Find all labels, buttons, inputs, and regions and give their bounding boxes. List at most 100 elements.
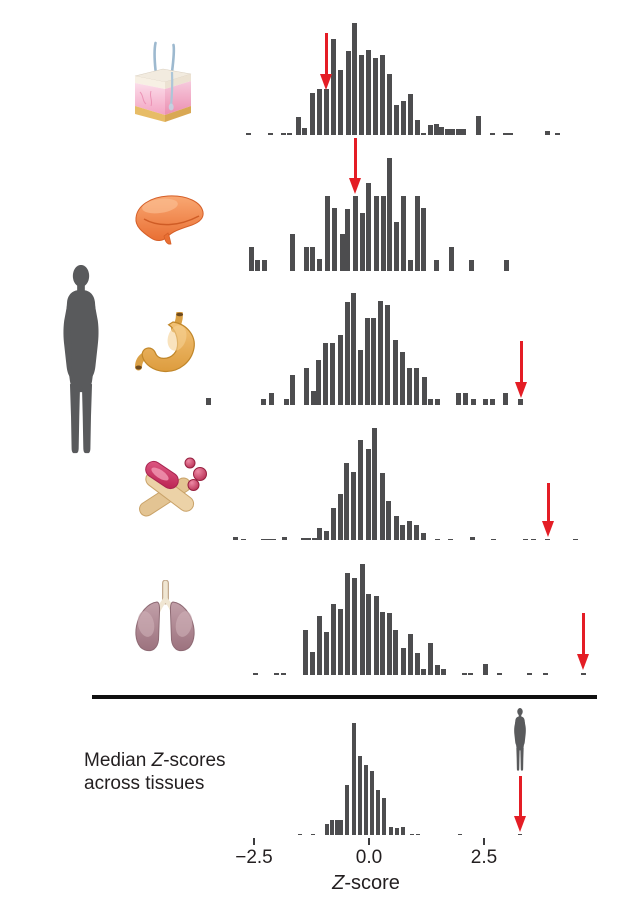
histogram-bar (358, 55, 364, 135)
histogram-bar (305, 538, 311, 540)
histogram-bar (273, 673, 279, 675)
histogram-bar (434, 399, 440, 405)
histogram-bar (357, 440, 363, 540)
histogram-bar (468, 260, 474, 271)
histogram-bar (526, 673, 532, 675)
histogram-bar (489, 133, 495, 135)
histogram-bar (252, 673, 258, 675)
histogram-bar (316, 528, 322, 540)
axis-tick-label: 2.5 (470, 847, 498, 868)
histogram-bar (344, 209, 350, 271)
histogram-bar (345, 51, 351, 135)
histogram-bar (372, 58, 378, 135)
histogram-bar (330, 820, 334, 835)
arrow-shaft (581, 613, 585, 658)
histogram-bar (316, 616, 322, 675)
histogram-bar (449, 129, 455, 135)
histogram-bar (357, 350, 363, 405)
median-label-line2: across tissues (84, 773, 205, 794)
histogram-bar (379, 473, 385, 540)
histogram-bar (316, 89, 322, 135)
arrow-head (319, 74, 332, 90)
histogram-bar (329, 343, 335, 405)
histogram-bar (350, 472, 356, 540)
histogram-bar (365, 183, 371, 271)
histogram-bar (406, 368, 412, 405)
histogram-bar (352, 196, 358, 271)
histogram-bar (260, 539, 266, 540)
histogram-bar (323, 531, 329, 540)
histogram-bar (245, 133, 251, 135)
histogram-bar (420, 533, 426, 540)
histogram-bar (393, 516, 399, 540)
histogram-bar (280, 133, 286, 135)
histogram-bar (400, 196, 406, 271)
histogram-bar (330, 604, 336, 675)
histogram-bar (365, 449, 371, 540)
histogram-bar (469, 537, 475, 540)
histogram-bar (280, 673, 286, 675)
histogram-bar (330, 508, 336, 540)
histogram-bar (517, 399, 523, 405)
histogram-bar (370, 318, 376, 405)
histogram-bar (289, 234, 295, 271)
histogram-bar (323, 89, 329, 135)
histogram-bar (260, 399, 266, 405)
histogram-bar (438, 127, 444, 135)
histogram-bar (350, 293, 356, 405)
histogram-bar (337, 70, 343, 135)
histogram-bar (470, 399, 476, 405)
axis-tick-label: −2.5 (235, 847, 273, 868)
median_across_tissues-marker-arrow (513, 776, 527, 832)
histogram-bar (410, 834, 414, 835)
histogram-bar (232, 537, 238, 540)
histogram-bar (554, 133, 560, 135)
histogram-bar (298, 834, 302, 835)
liver-marker-arrow (348, 138, 362, 194)
histogram-bar (364, 765, 368, 835)
histogram-bar (359, 213, 365, 271)
histogram-bar (401, 827, 405, 835)
histogram-bar (365, 594, 371, 675)
histogram-bar (344, 573, 350, 675)
histogram-bar (461, 673, 467, 675)
histogram-bar (413, 525, 419, 540)
histogram-bar (414, 653, 420, 675)
histogram-bar (386, 613, 392, 675)
histogram-bar (295, 117, 301, 135)
histogram-bar (265, 539, 271, 540)
histogram-bar (337, 335, 343, 405)
histogram-bar (205, 398, 211, 405)
histogram-bar (475, 116, 481, 135)
histogram-bar (434, 539, 440, 540)
histogram-bar (448, 247, 454, 271)
axis-tick (483, 838, 485, 845)
histogram-bar (309, 247, 315, 271)
histogram-bar (502, 393, 508, 405)
histogram-bar (325, 824, 329, 835)
histogram-bar (286, 133, 292, 135)
histogram-bar (281, 537, 287, 540)
histogram-bar (385, 501, 391, 540)
arrow-shaft (518, 776, 522, 820)
histogram-bar (406, 521, 412, 540)
skin-icon (134, 41, 192, 122)
histogram-bar (462, 393, 468, 405)
histogram-bar (580, 673, 586, 675)
histogram-bar (467, 673, 473, 675)
histogram-bar (364, 318, 370, 405)
liver-icon (135, 195, 204, 245)
histogram-bar (261, 260, 267, 271)
histogram-bar (399, 525, 405, 540)
histogram-bar (309, 652, 315, 675)
histogram-bar (337, 494, 343, 540)
histogram-bar (542, 673, 548, 675)
histogram-bar (522, 539, 528, 540)
histogram-bar (400, 648, 406, 675)
histogram-bar (376, 790, 380, 835)
histogram-bar (343, 463, 349, 540)
separator-line (92, 695, 597, 699)
arrow-head (513, 816, 526, 832)
